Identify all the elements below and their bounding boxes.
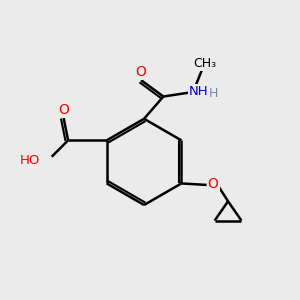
- Text: NH: NH: [189, 85, 209, 98]
- Text: CH₃: CH₃: [193, 57, 216, 70]
- Text: O: O: [208, 177, 219, 191]
- Text: H: H: [208, 87, 218, 100]
- Text: O: O: [58, 103, 69, 117]
- Text: HO: HO: [20, 154, 40, 167]
- Text: O: O: [135, 65, 146, 79]
